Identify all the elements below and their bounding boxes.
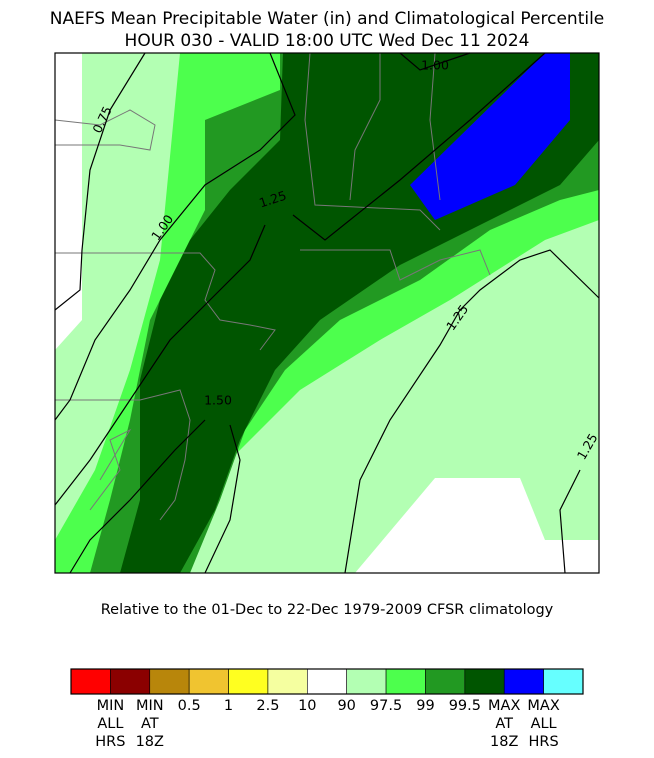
colorbar: MIN ALL HRS MIN AT 18Z 0.5 1 2.5 10 90 97.5 99 99.5 MA… xyxy=(70,668,584,750)
colorbar-label: ALL xyxy=(531,716,557,732)
field-blue xyxy=(410,53,570,220)
colorbar-label: 99.5 xyxy=(449,698,481,714)
colorbar-label: AT xyxy=(495,716,513,732)
colorbar-label: 97.5 xyxy=(370,698,402,714)
colorbar-label: 90 xyxy=(337,698,355,714)
colorbar-swatch xyxy=(543,668,584,695)
contour-line xyxy=(54,52,296,421)
contour-line xyxy=(344,249,600,574)
colorbar-swatch xyxy=(70,668,111,695)
contour-line xyxy=(204,424,241,574)
map-frame xyxy=(54,52,600,574)
field-white xyxy=(355,478,599,573)
colorbar-label: 10 xyxy=(298,698,316,714)
title-line: HOUR 030 - VALID 18:00 UTC Wed Dec 11 20… xyxy=(125,31,530,51)
colorbar-label: MIN xyxy=(136,698,164,714)
footnote: Relative to the 01-Dec to 22-Dec 1979-20… xyxy=(101,602,554,618)
colorbar-label: MAX xyxy=(527,698,559,714)
title-line: NAEFS Mean Precipitable Water (in) and C… xyxy=(50,9,605,29)
contour-line xyxy=(54,52,146,311)
colorbar-swatch xyxy=(346,668,387,695)
contour-line xyxy=(559,469,581,574)
colorbar-label: HRS xyxy=(529,734,559,750)
colorbar-label: AT xyxy=(141,716,159,732)
borders xyxy=(54,52,491,521)
colorbar-swatch xyxy=(110,668,151,695)
border xyxy=(55,252,276,351)
contour-line xyxy=(69,419,206,574)
colorbar-label: 18Z xyxy=(136,734,164,750)
colorbar-label: 2.5 xyxy=(256,698,279,714)
colorbar-label: 1 xyxy=(224,698,233,714)
border xyxy=(55,389,191,521)
colorbar-label: 0.5 xyxy=(178,698,201,714)
field-white xyxy=(55,53,82,350)
colorbar-swatch xyxy=(188,668,229,695)
border xyxy=(89,428,132,511)
colorbar-swatch xyxy=(385,668,426,695)
contour-label: 1.00 xyxy=(421,58,449,73)
contour-line xyxy=(292,52,546,241)
colorbar-label: 99 xyxy=(416,698,434,714)
border xyxy=(54,109,156,151)
border xyxy=(304,52,441,231)
colorbar-label: MAX xyxy=(488,698,520,714)
colorbar-label: MIN xyxy=(97,698,125,714)
colorbar-label: 18Z xyxy=(490,734,518,750)
colorbar-swatch xyxy=(267,668,308,695)
colorbar-swatch xyxy=(149,668,190,695)
colorbar-frame xyxy=(70,668,584,695)
colorbar-swatch xyxy=(307,668,347,695)
colorbar-swatch xyxy=(464,668,505,695)
colorbar-label: HRS xyxy=(95,734,125,750)
border xyxy=(429,52,441,201)
contour-line xyxy=(54,224,266,506)
contour-label: 1.50 xyxy=(204,393,232,408)
border xyxy=(300,249,491,281)
colorbar-label: ALL xyxy=(97,716,123,732)
colorbar-swatch xyxy=(503,668,544,695)
contour-line xyxy=(399,52,471,71)
colorbar-swatch xyxy=(425,668,466,695)
map xyxy=(54,52,600,574)
colorbar-swatch xyxy=(228,668,269,695)
contours xyxy=(54,52,600,574)
border xyxy=(349,53,381,201)
